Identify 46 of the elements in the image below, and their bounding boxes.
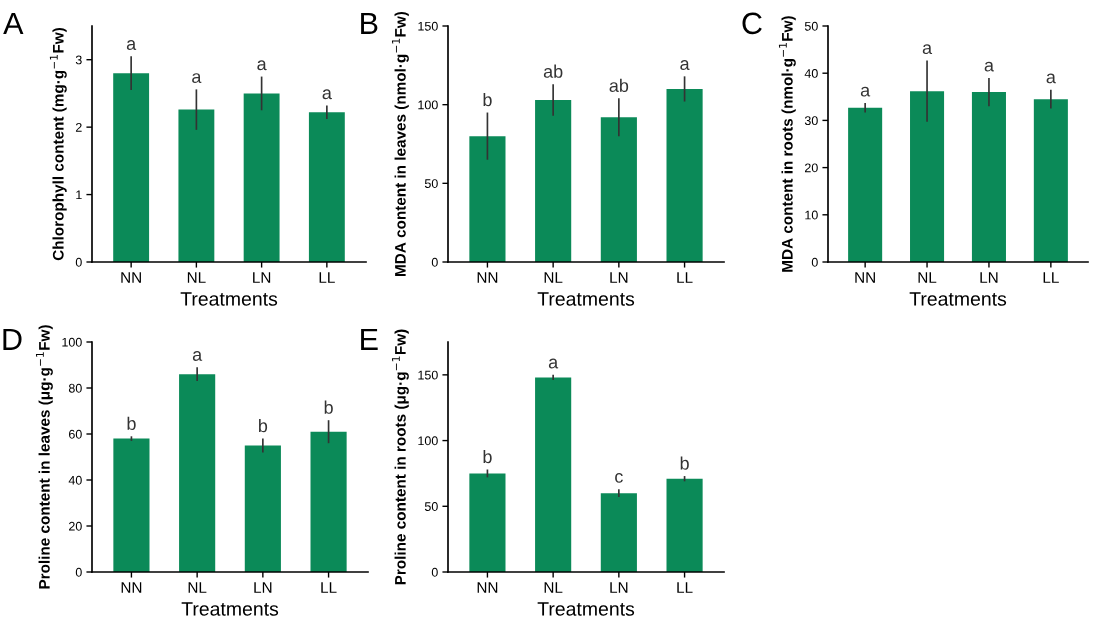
x-axis-title: Treatments: [537, 602, 635, 616]
bar: [469, 473, 506, 572]
bar: [666, 478, 703, 572]
bar: [971, 92, 1006, 262]
annotation: a: [922, 44, 933, 55]
chart-title: E: [361, 328, 378, 350]
bar: [244, 445, 281, 572]
annotation: a: [257, 60, 267, 71]
annotation: a: [192, 73, 202, 84]
annotation: b: [127, 416, 136, 430]
annotation: b: [680, 456, 689, 470]
annotation: a: [680, 60, 690, 70]
bar: [848, 107, 883, 262]
annotation: a: [860, 86, 871, 97]
bar: [310, 431, 347, 572]
bar: [113, 73, 150, 262]
bar: [1033, 99, 1068, 262]
annotation: ab: [543, 64, 563, 78]
annotation: a: [322, 89, 332, 100]
bar: [600, 493, 637, 572]
bar: [308, 112, 345, 262]
bar: [535, 377, 572, 572]
annotation: b: [483, 449, 492, 464]
annotation: a: [126, 40, 137, 50]
annotation: a: [192, 351, 203, 361]
bar: [243, 93, 280, 262]
chart-title: D: [3, 328, 22, 350]
bar: [113, 438, 150, 572]
bar: [910, 91, 945, 262]
chart-title: B: [361, 12, 378, 34]
annotation: a: [984, 61, 994, 72]
chart-title: C: [742, 12, 762, 35]
x-axis-title: Treatments: [537, 292, 635, 306]
bar: [178, 109, 215, 262]
annotation: ab: [609, 78, 629, 93]
chart-title: A: [3, 12, 24, 34]
annotation: b: [483, 92, 492, 107]
annotation: c: [615, 472, 623, 483]
bar: [179, 374, 216, 572]
x-axis-title: Treatments: [181, 602, 279, 616]
annotation: a: [548, 358, 559, 369]
annotation: b: [259, 418, 268, 433]
annotation: a: [1046, 73, 1056, 84]
x-axis-title: Treatments: [909, 292, 1007, 306]
annotation: b: [324, 400, 333, 414]
x-axis-title: Treatments: [180, 292, 278, 306]
